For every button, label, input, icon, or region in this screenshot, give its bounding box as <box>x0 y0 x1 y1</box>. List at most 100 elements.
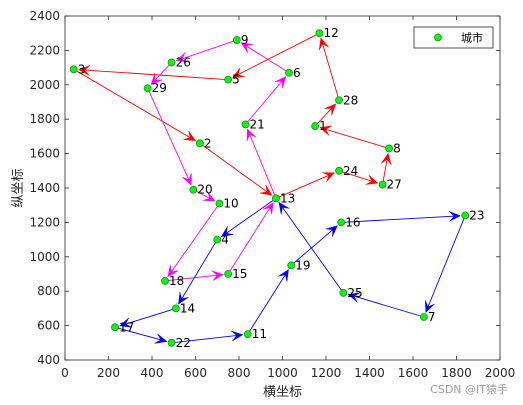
route-segment <box>78 69 229 81</box>
y-tick-label: 2200 <box>29 43 60 57</box>
route-segment <box>221 197 277 238</box>
city-point <box>232 36 241 44</box>
city-label: 26 <box>176 55 191 69</box>
city-label: 2 <box>204 136 212 150</box>
city-point <box>272 194 280 203</box>
city-label: 16 <box>345 215 360 229</box>
route-segment <box>240 42 290 74</box>
route-segment <box>114 326 167 342</box>
route-2 <box>147 39 290 282</box>
legend-marker <box>434 33 442 42</box>
city-point <box>167 58 176 67</box>
routes-layer <box>73 32 466 344</box>
route-arrowhead <box>347 292 361 303</box>
city-label: 17 <box>119 320 134 334</box>
ticks-layer: 0 200 400 600 800 1000 1200 1400 1600 1800 2000400… <box>29 9 515 380</box>
city-point <box>224 75 233 84</box>
city-point <box>241 120 250 129</box>
city-label: 28 <box>343 93 358 107</box>
city-label: 27 <box>387 178 402 192</box>
route-segment <box>275 172 335 199</box>
city-point <box>167 338 176 347</box>
city-point <box>315 29 324 38</box>
legend-entry: 城市 <box>461 31 483 45</box>
x-tick-label: 1600 <box>398 366 429 380</box>
route-arrowhead <box>183 130 197 142</box>
city-point <box>172 304 180 313</box>
city-point <box>143 84 152 93</box>
city-point <box>224 270 233 278</box>
city-label: 5 <box>232 73 240 87</box>
route-segment <box>425 215 466 313</box>
city-label: 20 <box>197 183 212 197</box>
x-axis-label: 横坐标 <box>263 385 302 400</box>
legend: 城市 <box>413 26 494 49</box>
route-arrowhead <box>246 128 257 142</box>
city-point <box>189 185 198 194</box>
route-segment <box>247 269 289 335</box>
route-arrowhead <box>278 201 290 215</box>
x-tick-label: 800 <box>228 366 251 380</box>
city-point <box>335 166 343 175</box>
city-point <box>335 96 343 105</box>
route-segment <box>199 142 273 196</box>
city-label: 10 <box>223 196 238 210</box>
route-arrowhead <box>263 201 274 215</box>
route-segment <box>338 170 378 184</box>
plot-frame <box>64 15 501 361</box>
x-tick-label: 600 <box>184 366 207 380</box>
x-tick-label: 400 <box>141 366 164 380</box>
route-arrowhead <box>324 103 337 116</box>
watermark: CSDN @IT猿手 <box>430 382 508 396</box>
legend-box <box>413 26 494 49</box>
route-segment <box>119 307 177 327</box>
route-arrowhead <box>319 125 333 136</box>
city-point <box>285 68 293 77</box>
y-tick-label: 1400 <box>29 181 60 195</box>
city-label: 19 <box>295 258 310 272</box>
city-label: 22 <box>176 336 191 350</box>
city-point <box>111 323 119 332</box>
y-axis-label: 纵坐标 <box>11 168 26 207</box>
city-point <box>385 144 393 153</box>
city-point <box>339 289 348 297</box>
route-arrowhead <box>220 226 234 238</box>
city-label: 7 <box>428 310 436 324</box>
route-segment <box>320 37 340 101</box>
route-arrowhead <box>78 65 91 76</box>
city-label: 11 <box>252 327 267 341</box>
city-label: 23 <box>469 209 484 223</box>
route-3 <box>114 197 466 344</box>
route-arrowhead <box>119 317 132 328</box>
city-point <box>69 65 78 74</box>
city-label: 4 <box>221 233 229 247</box>
route-segment <box>290 225 338 266</box>
route-arrowhead <box>365 174 379 185</box>
route-arrowhead <box>322 172 336 182</box>
x-tick-label: 200 <box>97 366 120 380</box>
route-segment <box>176 39 237 62</box>
city-label: 1 <box>319 119 327 133</box>
route-segment <box>232 32 320 78</box>
city-point <box>311 122 320 130</box>
city-label: 12 <box>323 26 338 40</box>
y-tick-label: 1600 <box>29 147 60 161</box>
y-tick-label: 1200 <box>29 215 60 229</box>
route-arrowhead <box>425 300 435 313</box>
route-arrowhead <box>381 152 392 166</box>
city-label: 8 <box>393 141 401 155</box>
city-label: 24 <box>343 164 358 178</box>
route-segment <box>147 88 192 186</box>
route-1 <box>73 32 392 199</box>
x-tick-label: 0 <box>61 366 69 380</box>
city-label: 6 <box>293 66 301 80</box>
route-arrowhead <box>232 67 245 78</box>
route-segment <box>227 202 274 275</box>
city-point <box>378 180 387 189</box>
x-tick-label: 2000 <box>485 366 516 380</box>
route-arrowhead <box>448 211 461 222</box>
city-point <box>161 276 169 285</box>
